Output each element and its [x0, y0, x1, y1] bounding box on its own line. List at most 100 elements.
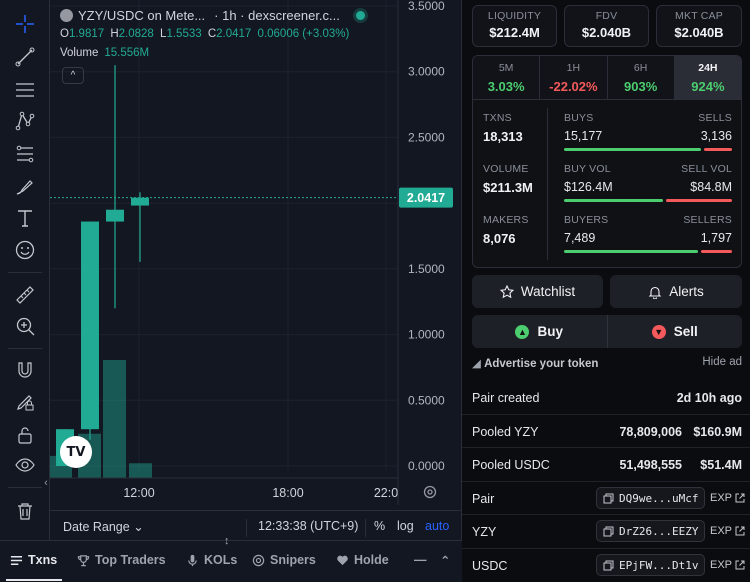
- usdc-explorer-link[interactable]: EXP: [710, 559, 745, 571]
- volume-bar: [103, 360, 126, 478]
- expand-panel-icon[interactable]: ⌃: [440, 554, 451, 568]
- chart-settings-gear-icon[interactable]: [422, 484, 438, 500]
- date-range-dropdown[interactable]: Date Range ⌄: [63, 520, 144, 534]
- copy-icon: [603, 493, 614, 503]
- usdc-address-copy[interactable]: EPjFW...Dt1v: [596, 554, 706, 576]
- tab-holders[interactable]: Holde: [336, 553, 389, 567]
- market-cap-stat: MKT CAP $2.040B: [656, 5, 742, 47]
- collapse-legend-button[interactable]: ^: [62, 67, 84, 84]
- chart-legend: YZY/USDC on Mete... · 1h · dexscreener.c…: [60, 8, 365, 23]
- pooled-yzy-row: Pooled YZY 78,809,006 $160.9M: [462, 414, 750, 447]
- tradingview-logo[interactable]: TV: [60, 436, 92, 468]
- magnet-icon[interactable]: [11, 356, 39, 384]
- watchlist-button[interactable]: Watchlist: [472, 275, 603, 308]
- zoom-in-icon[interactable]: [11, 312, 39, 340]
- lock-icon[interactable]: [11, 421, 39, 449]
- collapse-toolbar-button[interactable]: ‹: [44, 477, 48, 489]
- copy-icon: [603, 526, 614, 536]
- hide-ad-button[interactable]: Hide ad: [702, 356, 742, 368]
- emoji-icon[interactable]: [11, 236, 39, 264]
- candle-body: [131, 197, 149, 206]
- lock-drawing-icon[interactable]: [11, 388, 39, 416]
- bell-icon: [648, 286, 662, 299]
- yzy-address-row: YZY DrZ26...EEZY EXP: [462, 514, 750, 547]
- pattern-icon[interactable]: [11, 107, 39, 135]
- advertise-row: ◢ Advertise your token Hide ad: [472, 356, 742, 370]
- fdv-stat: FDV $2.040B: [564, 5, 649, 47]
- current-price-label: 2.0417: [407, 191, 445, 205]
- candle-body: [106, 209, 124, 222]
- arrow-down-icon: ▼: [651, 324, 666, 339]
- price-axis-label: 3.0000: [408, 65, 445, 79]
- minimize-panel-button[interactable]: —: [414, 553, 427, 567]
- yzy-address-copy[interactable]: DrZ26...EEZY: [596, 520, 706, 542]
- tab-6h[interactable]: 6H 903%: [607, 56, 675, 99]
- chart-interval: · 1h · dexscreener.c...: [214, 8, 340, 23]
- pair-info-panel: LIQUIDITY $212.4M FDV $2.040B MKT CAP $2.04…: [462, 0, 750, 582]
- sell-volume: $84.8M: [690, 180, 732, 194]
- tab-txns[interactable]: Txns: [10, 553, 57, 567]
- chart-canvas[interactable]: 3.50003.00002.50002.00001.50001.00000.50…: [50, 0, 462, 505]
- pair-explorer-link[interactable]: EXP: [710, 492, 745, 504]
- resize-handle-icon[interactable]: ↕: [224, 535, 230, 547]
- chart-title: YZY/USDC on Mete...: [78, 8, 206, 23]
- buy-button[interactable]: ▲ Buy: [472, 315, 607, 348]
- buys-sells-ratio-bar: [564, 148, 732, 151]
- external-link-icon: [735, 526, 745, 536]
- alerts-button[interactable]: Alerts: [610, 275, 742, 308]
- volume-value: 15.556M: [104, 47, 150, 59]
- liquidity-stat: LIQUIDITY $212.4M: [472, 5, 557, 47]
- bottom-tab-bar: ↕ Txns Top Traders KOLs Snipers Holde — …: [0, 535, 462, 582]
- trash-icon[interactable]: [11, 497, 39, 525]
- trophy-icon: [77, 554, 90, 566]
- yzy-explorer-link[interactable]: EXP: [710, 525, 745, 537]
- advertise-link[interactable]: ◢ Advertise your token: [472, 358, 599, 370]
- text-icon[interactable]: [11, 204, 39, 232]
- tab-5m[interactable]: 5M 3.03%: [473, 56, 541, 99]
- chevron-down-icon: ⌄: [133, 520, 144, 534]
- sells-count: 3,136: [700, 129, 732, 143]
- tab-kols[interactable]: KOLs: [186, 553, 237, 567]
- usdc-address-row: USDC EPjFW...Dt1v EXP: [462, 548, 750, 581]
- txns-row: TXNS 18,313 BUYS SELLS 15,177 3,136: [473, 112, 743, 162]
- sell-button[interactable]: ▼ Sell: [606, 315, 743, 348]
- candle-body: [81, 221, 99, 430]
- change-value: 0.06006 (+3.03%): [257, 28, 350, 40]
- price-axis-label: 0.5000: [408, 393, 445, 407]
- log-scale-toggle[interactable]: log: [397, 519, 414, 533]
- token-logo-icon: [60, 9, 73, 22]
- percent-scale-toggle[interactable]: %: [374, 519, 386, 533]
- close-value: 2.0417: [216, 28, 252, 40]
- price-chart[interactable]: 3.50003.00002.50002.00001.50001.00000.50…: [50, 0, 462, 540]
- pair-age: 2d 10h ago: [676, 391, 742, 405]
- price-axis-label: 2.5000: [408, 130, 445, 144]
- sellers-count: 1,797: [700, 231, 732, 245]
- pair-address-row: Pair DQ9we...uMcf EXP: [462, 481, 750, 514]
- drawing-toolbar: ‹: [0, 0, 50, 540]
- live-status-icon: [355, 11, 365, 20]
- tab-snipers[interactable]: Snipers: [252, 553, 316, 567]
- auto-scale-toggle[interactable]: auto: [425, 519, 450, 533]
- tab-1h[interactable]: 1H -22.02%: [540, 56, 608, 99]
- copy-icon: [603, 560, 614, 570]
- external-link-icon: [735, 493, 745, 503]
- time-axis-label: 12:00: [123, 486, 154, 500]
- price-change-tabs: 5M 3.03% 1H -22.02% 6H 903% 24H 924%: [472, 55, 742, 100]
- time-axis-label: 18:00: [272, 486, 303, 500]
- price-axis-label: 3.5000: [408, 0, 445, 13]
- target-icon: [252, 554, 265, 566]
- crosshair-icon[interactable]: [11, 10, 39, 38]
- brush-icon[interactable]: [11, 173, 39, 201]
- high-value: 2.0828: [118, 28, 154, 40]
- trendline-icon[interactable]: [11, 43, 39, 71]
- buyers-count: 7,489: [564, 231, 596, 245]
- eye-icon[interactable]: [11, 451, 39, 479]
- pair-address-copy[interactable]: DQ9we...uMcf: [596, 487, 706, 509]
- time-axis-label: 22:0: [374, 486, 398, 500]
- ruler-icon[interactable]: [11, 281, 39, 309]
- horizontal-lines-icon[interactable]: [11, 76, 39, 104]
- fib-icon[interactable]: [11, 140, 39, 168]
- buy-sell-volume-ratio-bar: [564, 199, 732, 202]
- tab-24h[interactable]: 24H 924%: [674, 56, 741, 99]
- tab-top-traders[interactable]: Top Traders: [77, 553, 166, 567]
